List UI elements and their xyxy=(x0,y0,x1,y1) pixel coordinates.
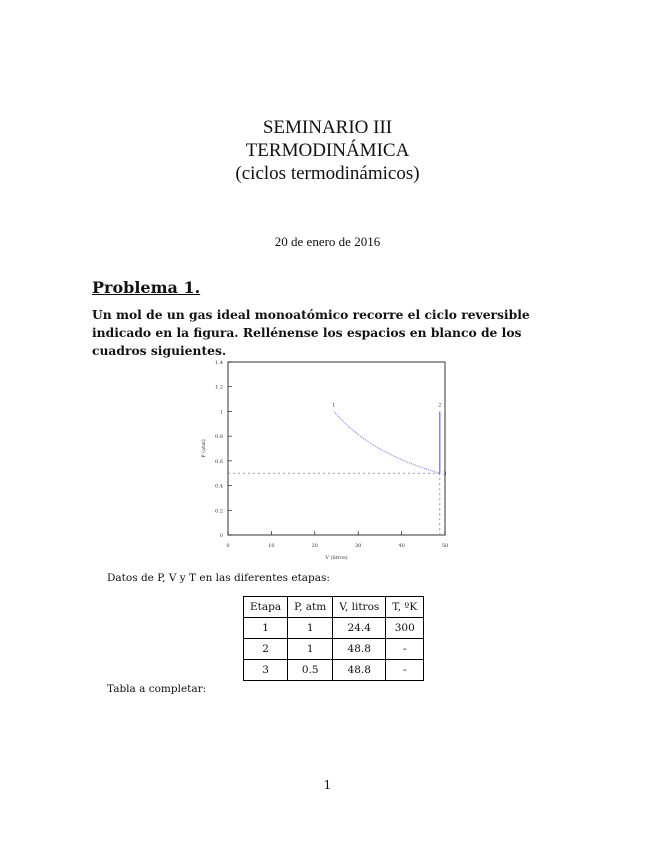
y-tick-label: 1.4 xyxy=(215,360,223,366)
y-tick-label: 0.2 xyxy=(215,508,223,514)
table-row: 1 1 24.4 300 xyxy=(242,617,425,639)
title-line-2: TERMODINÁMICA xyxy=(245,140,410,161)
point-label: 2 xyxy=(438,402,441,408)
table-cell: 3 xyxy=(242,659,289,681)
data-table: Etapa P, atm V, litros T, ºK 1 1 24.4 300 2 1 48.8… xyxy=(242,596,425,681)
table-cell: 0.5 xyxy=(287,659,334,681)
problem-heading: Problema 1. xyxy=(92,278,201,297)
table-header: Etapa P, atm V, litros T, ºK xyxy=(242,596,425,618)
table-row: 3 0.5 48.8- xyxy=(242,659,425,681)
table1-caption: Datos de P, V y T en las diferentes etap… xyxy=(107,572,330,584)
table2-caption: Tabla a completar: xyxy=(107,683,207,695)
y-tick-label: 0.4 xyxy=(215,484,223,490)
table-cell: P, atm xyxy=(287,596,334,618)
title-line-3: (ciclos termodinámicos) xyxy=(235,163,420,184)
point-label: 1 xyxy=(332,402,335,408)
table-cell: V, litros xyxy=(332,596,387,618)
y-tick-label: 1 xyxy=(220,409,223,415)
table-cell: 24.4 xyxy=(332,617,387,639)
y-tick-label: 0 xyxy=(220,533,223,539)
x-tick-label: 10 xyxy=(268,543,274,549)
table-cell: 300 xyxy=(385,617,425,639)
table-row: 2 1 48.8- xyxy=(242,638,425,660)
x-tick-label: 40 xyxy=(398,543,404,549)
problem-statement: Un mol de un gas ideal monoatómico recor… xyxy=(92,307,530,358)
y-tick-label: 1.2 xyxy=(215,385,223,391)
table-cell: 48.8 xyxy=(332,659,387,681)
x-tick-label: 0 xyxy=(226,543,229,549)
x-axis-label: V (litros) xyxy=(324,554,347,561)
title-line-1: SEMINARIO III xyxy=(262,117,393,138)
pv-chart: 0 10 20 30 40 50 0 0.2 0.4 0.6 0.8 1 1.2 1.4 V (litros… xyxy=(200,360,448,561)
table-cell: 1 xyxy=(287,638,334,660)
x-tick-label: 50 xyxy=(442,543,448,549)
table-cell: 48.8 xyxy=(332,638,387,660)
table-cell: - xyxy=(385,659,425,681)
isotherm-curve xyxy=(333,411,440,474)
plot-frame xyxy=(227,361,446,536)
date: 20 de enero de 2016 xyxy=(274,234,381,249)
table-cell: 1 xyxy=(242,617,289,639)
x-tick-label: 30 xyxy=(355,543,361,549)
y-tick-label: 0.6 xyxy=(215,459,223,465)
table-cell: - xyxy=(385,638,425,660)
point-label: 3 xyxy=(443,471,446,477)
y-tick-label: 0.8 xyxy=(215,434,223,440)
page-number: 1 xyxy=(323,778,332,792)
table-cell: 2 xyxy=(242,638,289,660)
table-cell: Etapa xyxy=(242,596,289,618)
x-tick-label: 20 xyxy=(312,543,318,549)
y-axis-label: P (atm) xyxy=(200,439,207,458)
table-cell: T, ºK xyxy=(385,596,425,618)
table-cell: 1 xyxy=(287,617,334,639)
